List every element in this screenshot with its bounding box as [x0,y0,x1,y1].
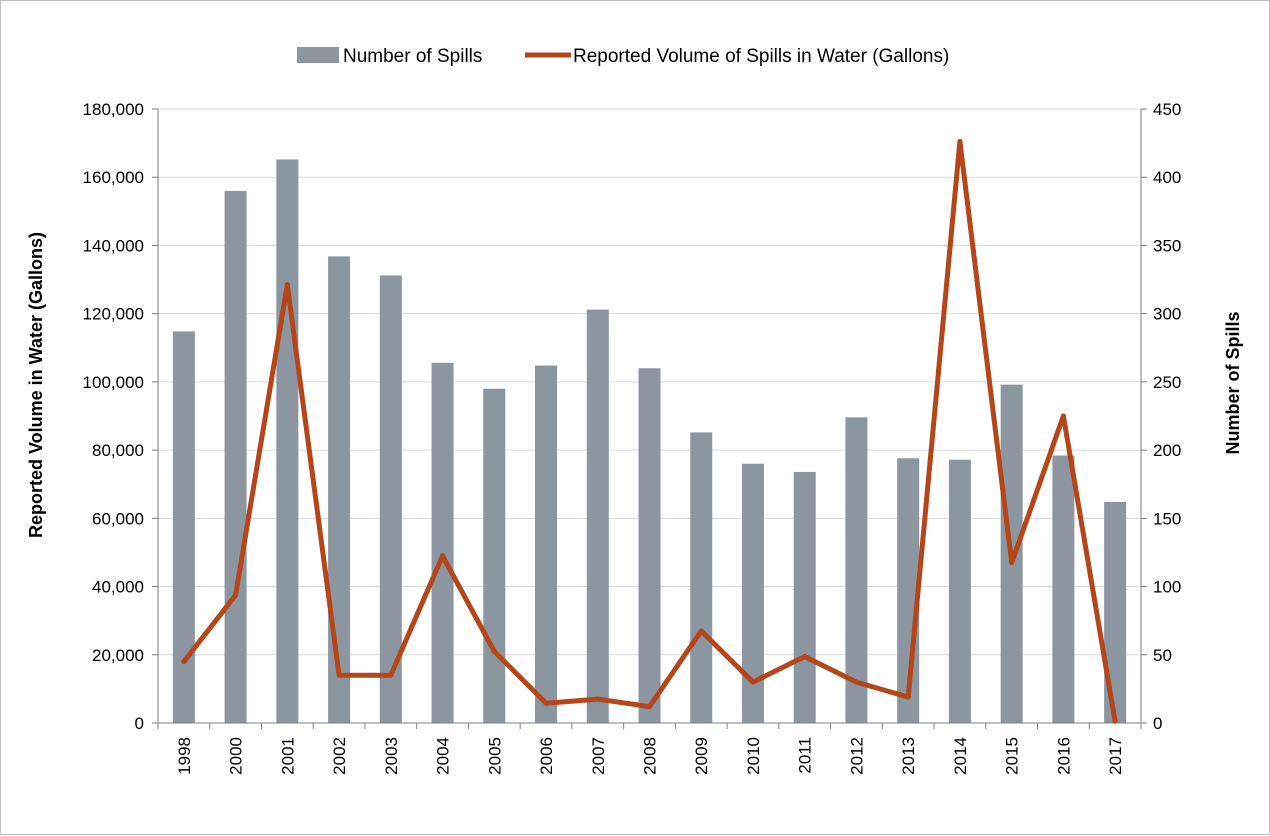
legend: Number of Spills Reported Volume of Spil… [297,46,949,67]
bar-number-of-spills [948,459,971,723]
right-tick-label: 250 [1153,373,1181,392]
bar-number-of-spills [690,432,713,723]
line-series [181,138,1118,724]
right-axis-ticks: 0 50 100 150 200 250 300 350 400 450 [1153,100,1181,733]
left-tick-label: 180,000 [83,100,144,119]
left-tick-label: 140,000 [83,236,144,255]
legend-swatch-number-of-spills [297,47,339,63]
point-reported-volume [1009,560,1015,566]
bar-number-of-spills [328,256,351,723]
bar-number-of-spills [483,388,506,723]
right-tick-label: 200 [1153,441,1181,460]
point-reported-volume [336,672,342,678]
point-reported-volume [233,592,239,598]
point-reported-volume [1112,718,1118,724]
x-tick-label: 2016 [1054,737,1073,775]
x-tick-label: 2001 [278,737,297,775]
left-tick-label: 20,000 [92,646,144,665]
point-reported-volume [957,138,963,144]
point-reported-volume [647,704,652,710]
legend-label-reported-volume: Reported Volume of Spills in Water (Gall… [573,46,949,67]
right-tick-label: 450 [1153,100,1181,119]
point-reported-volume [284,282,290,288]
point-reported-volume [595,696,601,702]
point-reported-volume [181,659,187,665]
bar-number-of-spills [535,365,558,723]
x-tick-label: 2009 [692,737,711,775]
x-tick-label: 2004 [434,737,453,775]
bar-number-of-spills [741,463,764,723]
bar-series [172,159,1127,724]
bar-number-of-spills [276,159,299,724]
bar-number-of-spills [845,417,868,723]
right-tick-label: 400 [1153,168,1181,187]
x-tick-label: 2006 [537,737,556,775]
x-tick-label: 1998 [175,737,194,775]
point-reported-volume [543,700,549,706]
point-reported-volume [905,694,911,700]
right-axis-title: Number of Spills [1223,311,1243,454]
x-tick-label: 2008 [641,737,660,775]
left-tick-label: 80,000 [92,441,144,460]
point-reported-volume [491,648,497,654]
point-reported-volume [802,653,808,659]
left-tick-label: 100,000 [83,373,144,392]
axes [152,108,1147,729]
x-tick-label: 2013 [899,737,918,775]
right-tick-label: 300 [1153,305,1181,324]
right-tick-label: 100 [1153,578,1181,597]
left-axis-title: Reported Volume in Water (Gallons) [26,232,46,538]
bar-number-of-spills [431,362,454,723]
bar-number-of-spills [793,471,816,723]
x-tick-label: 2000 [227,737,246,775]
bar-number-of-spills [1104,501,1127,723]
bar-number-of-spills [379,275,402,723]
point-reported-volume [388,672,394,678]
x-tick-label: 2015 [1003,737,1022,775]
legend-label-number-of-spills: Number of Spills [343,46,482,67]
x-tick-label: 2014 [951,737,970,775]
bar-number-of-spills [586,309,609,723]
bar-number-of-spills [1052,455,1075,723]
x-tick-label: 2005 [485,737,504,775]
left-axis-ticks: 0 20,000 40,000 60,000 80,000 100,000 120,000 1… [83,100,144,733]
x-tick-label: 2003 [382,737,401,775]
point-reported-volume [750,679,756,685]
x-tick-label: 2011 [796,737,815,774]
point-reported-volume [440,553,446,559]
x-tick-label: 2007 [589,737,608,775]
x-tick-label: 2002 [330,737,349,775]
point-reported-volume [698,628,704,634]
left-tick-label: 160,000 [83,168,144,187]
bar-number-of-spills [172,331,195,723]
x-tick-label: 2012 [847,737,866,775]
x-axis-ticks: 1998 2000 2001 2002 2003 2004 2005 2006 2007 2008… [175,737,1125,775]
right-tick-label: 0 [1153,714,1162,733]
x-tick-label: 2010 [744,737,763,775]
left-tick-label: 40,000 [92,578,144,597]
right-tick-label: 150 [1153,509,1181,528]
right-tick-label: 350 [1153,236,1181,255]
x-tick-label: 2017 [1106,737,1125,775]
left-tick-label: 120,000 [83,305,144,324]
point-reported-volume [1060,413,1066,419]
bar-number-of-spills [638,368,661,723]
bar-number-of-spills [224,190,247,723]
left-tick-label: 60,000 [92,509,144,528]
point-reported-volume [853,679,859,685]
left-tick-label: 0 [135,714,144,733]
right-tick-label: 50 [1153,646,1172,665]
